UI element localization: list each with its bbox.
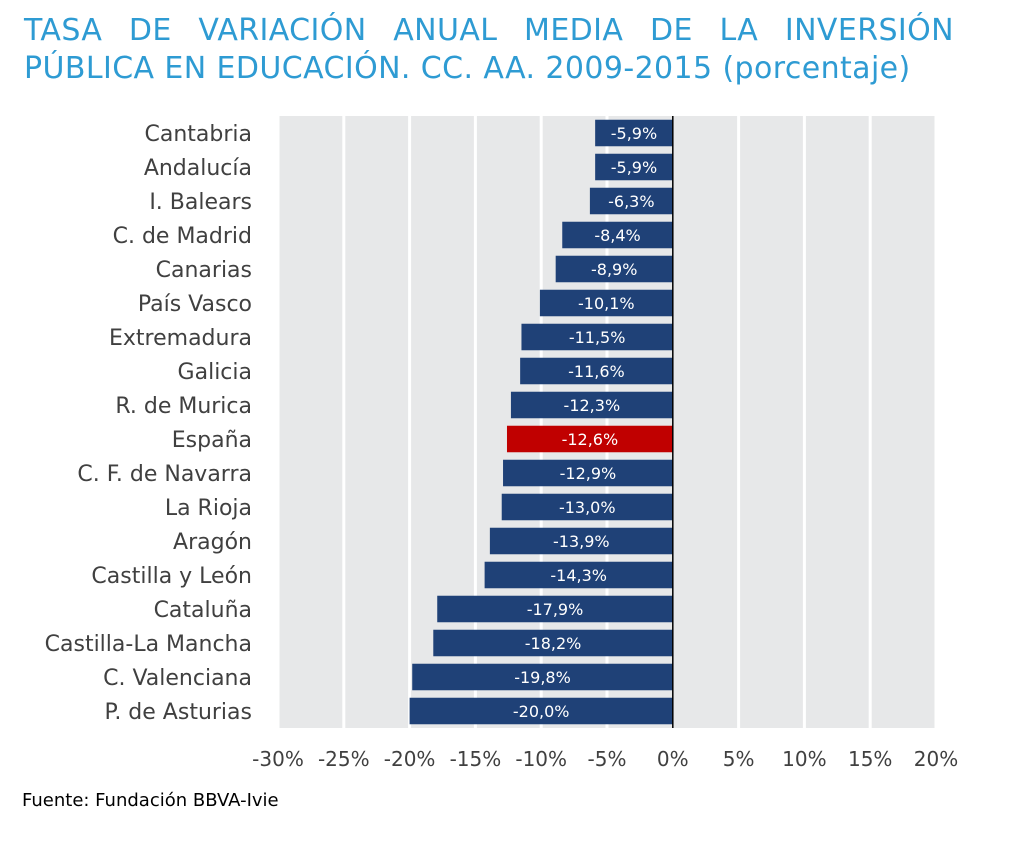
x-tick-label: -15% bbox=[450, 747, 502, 771]
bar bbox=[489, 527, 673, 555]
bar bbox=[437, 595, 673, 623]
category-label: C. Valenciana bbox=[103, 666, 252, 691]
category-label: Andalucía bbox=[144, 156, 252, 181]
bar bbox=[506, 425, 673, 453]
bar bbox=[520, 357, 673, 385]
bar bbox=[539, 289, 673, 317]
data-label: -12,6% bbox=[562, 430, 619, 449]
x-tick-label: 20% bbox=[914, 747, 958, 771]
data-label: -17,9% bbox=[527, 600, 584, 619]
data-label: -10,1% bbox=[578, 294, 635, 313]
category-label: España bbox=[172, 428, 252, 453]
bar bbox=[484, 561, 673, 589]
data-label: -5,9% bbox=[611, 158, 657, 177]
data-label: -19,8% bbox=[514, 668, 571, 687]
bar bbox=[510, 391, 673, 419]
data-label: -18,2% bbox=[525, 634, 582, 653]
category-label: País Vasco bbox=[138, 292, 252, 317]
x-tick-label: 0% bbox=[657, 747, 689, 771]
chart-title-line2: PÚBLICA EN EDUCACIÓN. CC. AA. 2009-2015 … bbox=[24, 51, 911, 86]
data-label: -5,9% bbox=[611, 124, 657, 143]
category-label: Galicia bbox=[178, 360, 252, 385]
source-note: Fuente: Fundación BBVA-Ivie bbox=[22, 790, 279, 811]
category-label: R. de Murica bbox=[115, 394, 252, 419]
bar bbox=[521, 323, 673, 351]
category-label: I. Balears bbox=[149, 190, 252, 215]
data-label: -13,9% bbox=[553, 532, 610, 551]
category-label: La Rioja bbox=[165, 496, 252, 521]
data-label: -8,9% bbox=[591, 260, 637, 279]
chart-title: TASA DE VARIACIÓN ANUAL MEDIA DE LA INVE… bbox=[24, 12, 1004, 88]
bar bbox=[409, 697, 673, 725]
category-label: Cataluña bbox=[154, 598, 252, 623]
category-label: Castilla y León bbox=[91, 564, 252, 589]
data-label: -6,3% bbox=[608, 192, 654, 211]
category-label: C. F. de Navarra bbox=[77, 462, 252, 487]
x-tick-label: -25% bbox=[318, 747, 370, 771]
bar bbox=[501, 493, 673, 521]
x-tick-label: 15% bbox=[848, 747, 892, 771]
x-tick-label: -5% bbox=[588, 747, 627, 771]
chart-title-line1: TASA DE VARIACIÓN ANUAL MEDIA DE LA INVE… bbox=[24, 13, 954, 48]
x-tick-label: 10% bbox=[782, 747, 826, 771]
category-label: C. de Madrid bbox=[113, 224, 252, 249]
data-label: -14,3% bbox=[550, 566, 607, 585]
category-label: Castilla-La Mancha bbox=[45, 632, 252, 657]
bar bbox=[503, 459, 673, 487]
data-label: -11,5% bbox=[569, 328, 626, 347]
x-tick-label: -20% bbox=[384, 747, 436, 771]
bar bbox=[412, 663, 673, 691]
category-label: Extremadura bbox=[109, 326, 252, 351]
bar bbox=[555, 255, 673, 283]
category-label: Aragón bbox=[173, 530, 252, 555]
data-label: -12,9% bbox=[560, 464, 617, 483]
data-label: -8,4% bbox=[594, 226, 640, 245]
x-tick-label: -30% bbox=[252, 747, 304, 771]
data-label: -11,6% bbox=[568, 362, 625, 381]
category-label: Canarias bbox=[156, 258, 252, 283]
data-label: -12,3% bbox=[564, 396, 621, 415]
bar bbox=[589, 187, 673, 215]
bar bbox=[595, 119, 673, 147]
bar bbox=[433, 629, 673, 657]
data-label: -20,0% bbox=[513, 702, 570, 721]
data-label: -13,0% bbox=[559, 498, 616, 517]
x-tick-label: -10% bbox=[515, 747, 567, 771]
category-label: P. de Asturias bbox=[104, 700, 252, 725]
x-tick-label: 5% bbox=[723, 747, 755, 771]
bar bbox=[595, 153, 673, 181]
category-label: Cantabria bbox=[145, 122, 253, 147]
bar bbox=[562, 221, 673, 249]
